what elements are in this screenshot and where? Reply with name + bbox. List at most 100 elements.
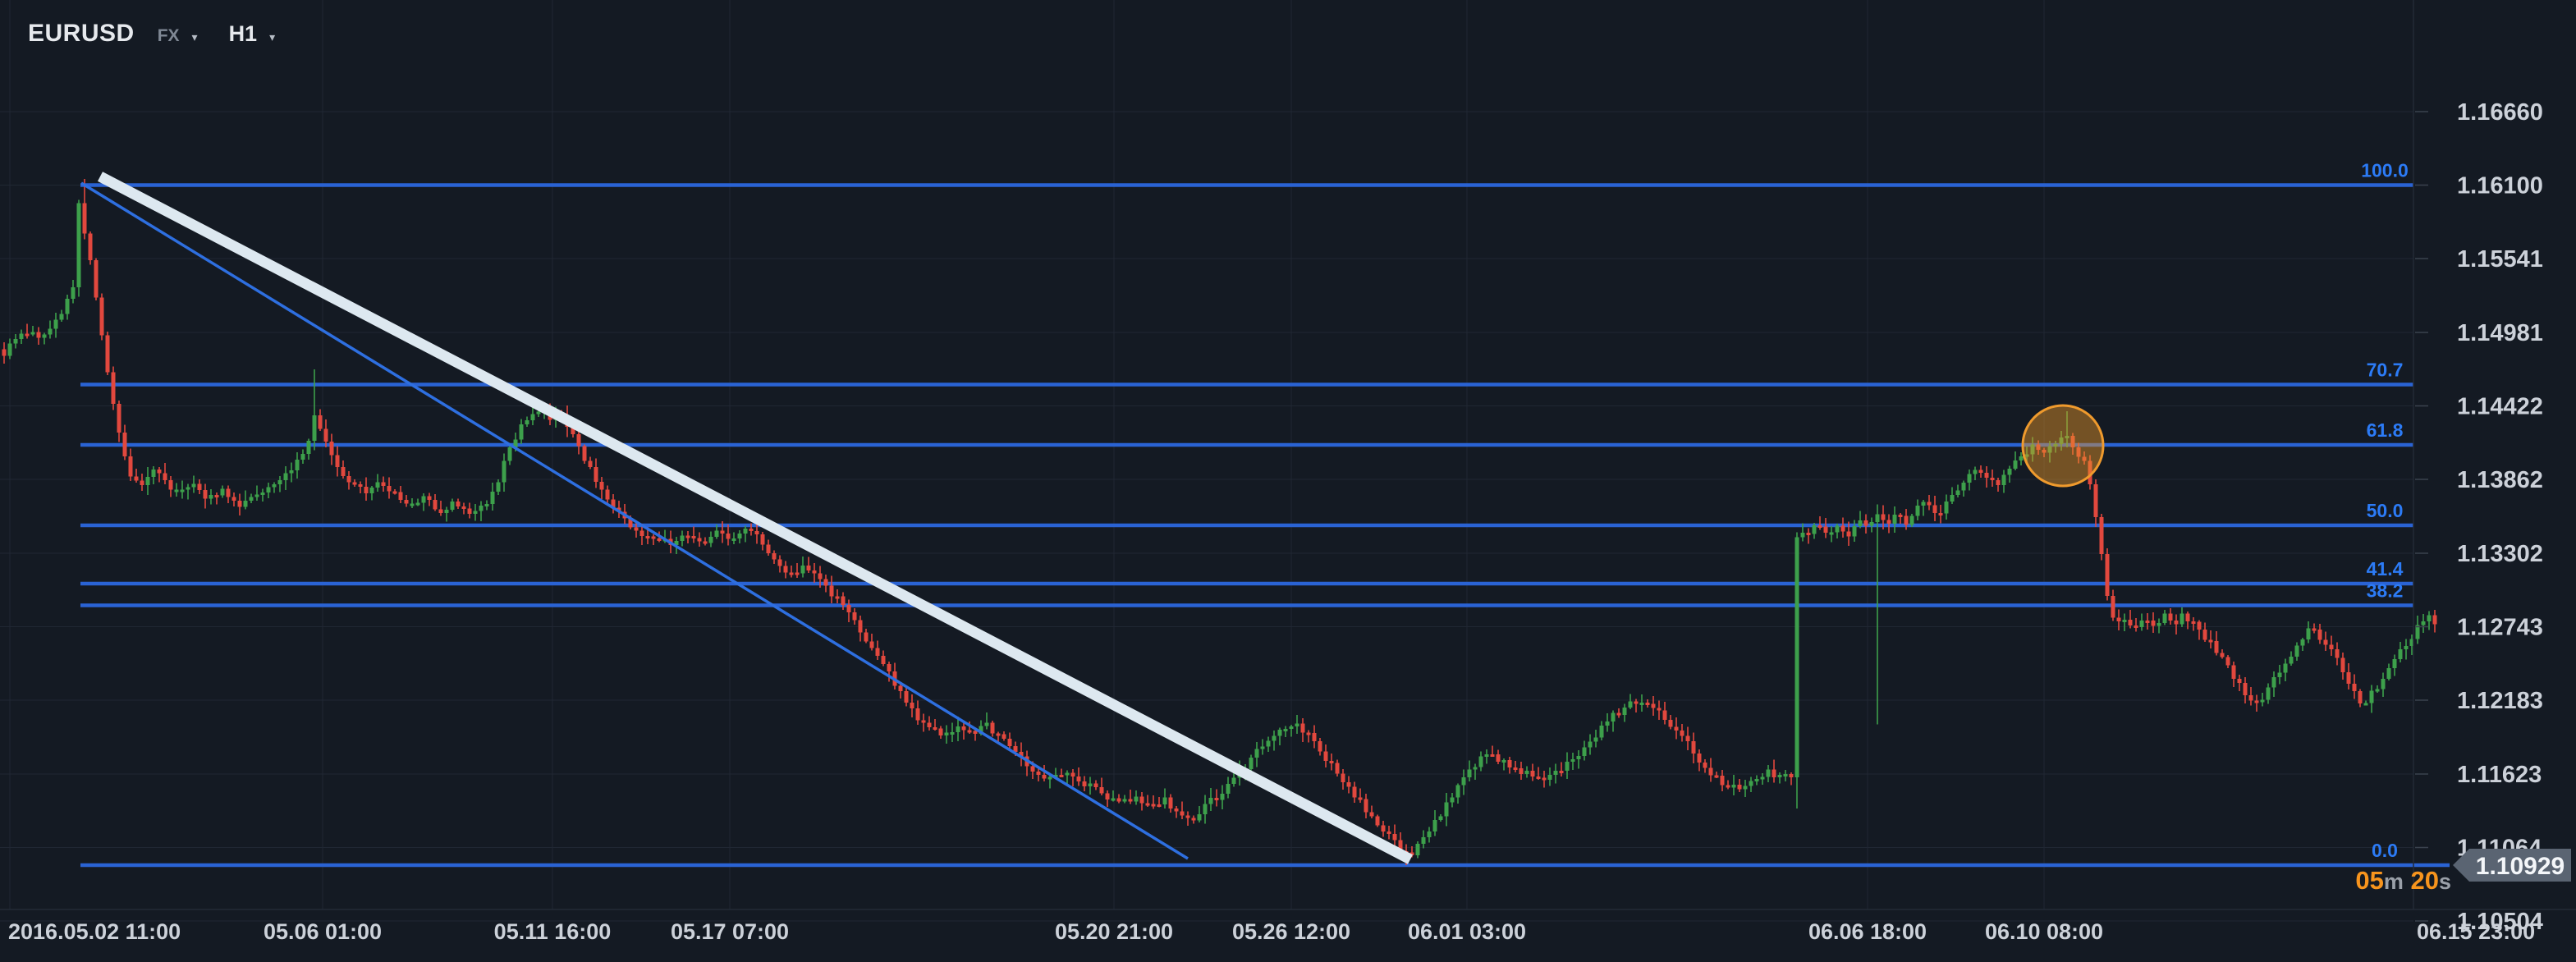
fib-retracement-tool[interactable]: 100.0 70.7 61.8 50.0 41.438.2 0.0: [80, 160, 2450, 868]
candle-body: [1938, 513, 1943, 515]
candle-body: [1364, 799, 1368, 813]
candle-body: [1852, 526, 1857, 537]
candle-body: [634, 527, 639, 531]
interval-dropdown-caret-icon[interactable]: ▾: [269, 30, 276, 44]
candle-body: [1570, 759, 1575, 762]
candle-body: [76, 203, 81, 287]
candle-body: [2076, 447, 2081, 457]
candle-body: [2323, 639, 2328, 645]
candle-body: [1013, 746, 1018, 752]
candle-body: [2220, 653, 2225, 657]
candle-body: [1128, 799, 1133, 802]
candle-body: [795, 572, 800, 575]
candle-body: [2036, 444, 2041, 450]
candle-body: [249, 497, 254, 501]
candle-body: [1432, 820, 1437, 831]
fib-label-61.8: 61.8: [2367, 419, 2404, 441]
highlight-circle[interactable]: [2021, 404, 2105, 488]
price-tick-label: 1.16100: [2457, 173, 2543, 199]
candle-body: [1622, 708, 1627, 715]
exchange-label[interactable]: FX: [157, 26, 180, 45]
thin-blue-trendline[interactable]: [80, 181, 1189, 860]
candle-body: [2122, 620, 2127, 622]
candle-body: [1553, 771, 1558, 775]
candle-body: [823, 579, 828, 586]
candle-body: [2386, 668, 2391, 679]
candle-body: [1611, 712, 1616, 722]
candle-body: [467, 508, 472, 514]
time-axis-label: 06.06 18:00: [1808, 919, 1927, 944]
candle-body: [1565, 762, 1570, 771]
symbol-title[interactable]: EURUSD: [28, 20, 135, 47]
candle-body: [157, 470, 162, 474]
candle-body: [571, 427, 575, 434]
candle-body: [13, 339, 18, 344]
candle-body: [1668, 720, 1673, 727]
candle-body: [1042, 775, 1047, 779]
time-axis-label: 05.26 12:00: [1232, 919, 1350, 944]
candle-body: [1950, 495, 1955, 502]
candle-body: [1427, 831, 1432, 837]
candle-body: [1266, 740, 1271, 747]
candle-body: [1352, 786, 1357, 798]
candle-body: [306, 441, 311, 454]
candle-body: [1697, 754, 1702, 763]
candle-body: [2283, 663, 2288, 673]
candle-body: [1984, 473, 1989, 478]
candle-body: [869, 641, 874, 648]
candle-body: [502, 460, 506, 483]
candle-body: [1955, 490, 1960, 495]
candle-body: [990, 722, 995, 734]
candle-body: [2243, 683, 2248, 695]
candle-body: [1467, 769, 1472, 777]
thick-white-trendline[interactable]: [97, 172, 1414, 864]
candle-body: [1180, 811, 1185, 816]
candle-body: [1846, 531, 1851, 537]
candle-body: [364, 487, 369, 493]
candle-body: [1777, 775, 1782, 777]
candle-body: [1726, 785, 1730, 788]
candle-body: [496, 482, 501, 492]
candle-body: [214, 495, 219, 497]
price-axis[interactable]: 1.16660 1.16100 1.15541 1.14981 1.14422 1.138…: [2413, 0, 2571, 935]
candle-body: [1318, 741, 1322, 752]
candle-body: [2427, 615, 2432, 621]
price-tick-label: 1.10504: [2457, 909, 2543, 935]
candle-body: [2019, 456, 2024, 460]
candle-body: [346, 476, 351, 483]
candle-body: [19, 333, 24, 339]
candle-body: [1226, 784, 1231, 794]
candle-body: [1932, 505, 1937, 513]
candle-body: [2070, 436, 2075, 447]
candle-body: [1197, 814, 1202, 821]
price-tick-label: 1.13862: [2457, 467, 2543, 493]
candle-body: [875, 648, 880, 656]
candle-body: [530, 414, 535, 420]
interval-label[interactable]: H1: [228, 21, 258, 46]
candle-body: [1329, 761, 1334, 763]
candle-body: [1680, 731, 1684, 736]
time-axis[interactable]: 2016.05.02 11:00 05.06 01:00 05.11 16:00 05…: [0, 909, 2576, 944]
candle-body: [1139, 796, 1144, 804]
trendlines[interactable]: [80, 172, 1414, 864]
candle-body: [1019, 752, 1024, 757]
candle-body: [2162, 613, 2167, 623]
candle-body: [950, 732, 955, 735]
candle-body: [289, 470, 294, 474]
candle-body: [82, 203, 87, 234]
candle-body: [2157, 623, 2161, 626]
candle-body: [1944, 502, 1949, 514]
candle-body: [2317, 630, 2322, 640]
candle-body: [2225, 657, 2230, 666]
annotation-ellipse[interactable]: [2021, 404, 2105, 488]
candle-body: [7, 343, 12, 356]
candle-body: [231, 497, 236, 501]
candle-body: [59, 314, 64, 320]
candle-body: [2168, 613, 2173, 621]
candle-body: [921, 720, 926, 723]
candle-body: [1082, 781, 1087, 786]
symbol-dropdown-caret-icon[interactable]: ▾: [191, 30, 198, 44]
candle-body: [507, 447, 512, 461]
fib-label-38.2: 38.2: [2367, 580, 2404, 602]
